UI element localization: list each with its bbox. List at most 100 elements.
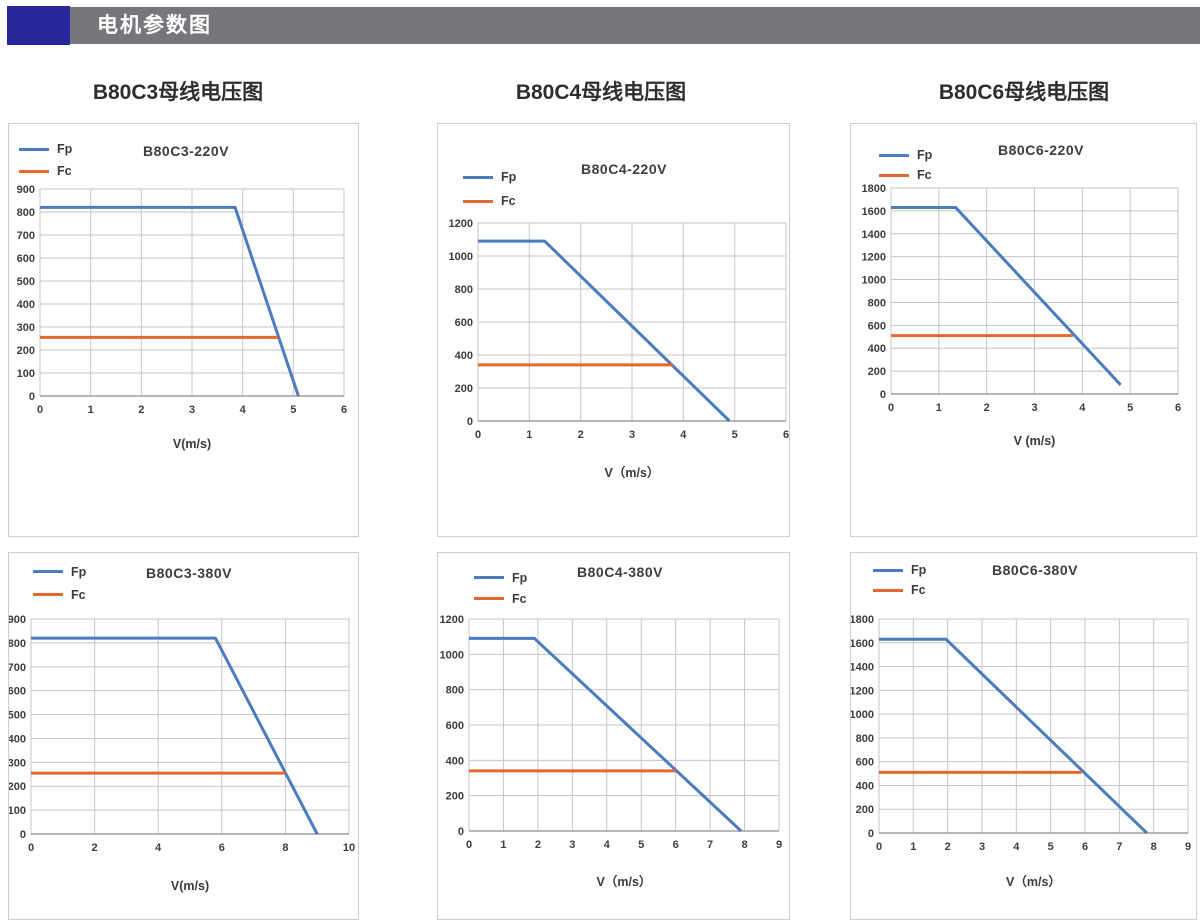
- svg-text:5: 5: [1127, 402, 1133, 414]
- svg-text:9: 9: [776, 839, 782, 851]
- chart-title: B80C6-220V: [998, 142, 1084, 158]
- svg-text:10: 10: [343, 842, 355, 854]
- svg-text:7: 7: [707, 839, 713, 851]
- legend-item-fc: Fc: [873, 580, 926, 600]
- legend-label-fc: Fc: [512, 591, 527, 606]
- chart-plot-b80c4-220v: 0 1 2 3 4 5 6 0 200 400 600 800 1000 1200: [449, 218, 789, 441]
- fc-line-swatch: [879, 173, 909, 177]
- svg-text:0: 0: [888, 402, 894, 414]
- chart-panel-b80c4-220v: 0 1 2 3 4 5 6 0 200 400 600 800 1000 1200 Fp Fc B80C4…: [437, 123, 790, 537]
- column-title-b80c6: B80C6母线电压图: [938, 81, 1110, 104]
- legend-item-fp: Fp: [474, 567, 527, 588]
- svg-text:300: 300: [17, 322, 35, 334]
- legend-item-fc: Fc: [19, 160, 72, 182]
- fc-line-swatch: [873, 588, 903, 592]
- legend-item-fc: Fc: [33, 583, 86, 606]
- fp-line-swatch: [33, 570, 63, 573]
- chart-title: B80C4-220V: [581, 161, 667, 177]
- svg-text:400: 400: [868, 343, 886, 355]
- svg-text:1: 1: [910, 841, 916, 853]
- svg-text:800: 800: [868, 297, 886, 309]
- svg-text:200: 200: [446, 791, 464, 803]
- chart-legend: Fp Fc: [879, 145, 932, 185]
- svg-text:100: 100: [9, 805, 26, 817]
- svg-text:5: 5: [638, 839, 644, 851]
- svg-text:400: 400: [856, 780, 874, 792]
- chart-panel-b80c3-380v: 0 2 4 6 8 10 0 100 200 300 400 500 600 700 800 900 Fp F…: [8, 552, 359, 920]
- chart-title: B80C3-220V: [143, 143, 229, 159]
- svg-text:1: 1: [500, 839, 506, 851]
- svg-text:900: 900: [9, 614, 26, 626]
- legend-label-fp: Fp: [71, 564, 87, 579]
- legend-item-fp: Fp: [19, 138, 72, 160]
- svg-text:1: 1: [526, 429, 532, 441]
- svg-text:2: 2: [92, 842, 98, 854]
- x-axis-label: V (m/s): [1013, 434, 1056, 448]
- legend-item-fp: Fp: [879, 145, 932, 165]
- svg-text:0: 0: [880, 389, 886, 401]
- svg-text:500: 500: [17, 276, 35, 288]
- svg-text:4: 4: [1013, 841, 1020, 853]
- svg-text:800: 800: [455, 284, 473, 296]
- svg-text:400: 400: [9, 733, 26, 745]
- svg-text:0: 0: [876, 841, 882, 853]
- svg-text:3: 3: [629, 429, 635, 441]
- svg-text:0: 0: [28, 842, 34, 854]
- x-axis-label: V(m/s): [170, 879, 210, 893]
- svg-text:200: 200: [17, 345, 35, 357]
- x-axis-label: V（m/s）: [596, 875, 652, 889]
- svg-text:4: 4: [604, 839, 611, 851]
- svg-text:600: 600: [455, 317, 473, 329]
- svg-text:1400: 1400: [862, 229, 886, 241]
- svg-text:0: 0: [466, 839, 472, 851]
- chart-panel-b80c6-220v: 0 1 2 3 4 5 6 0 200 400 600 800 1000 1200 1400 1600 1800…: [850, 123, 1197, 537]
- svg-text:400: 400: [17, 299, 35, 311]
- svg-text:1400: 1400: [851, 662, 874, 674]
- svg-text:700: 700: [9, 662, 26, 674]
- fp-line-swatch: [19, 147, 49, 151]
- svg-text:300: 300: [9, 757, 26, 769]
- svg-text:800: 800: [856, 733, 874, 745]
- fc-line-swatch: [463, 199, 493, 203]
- legend-item-fc: Fc: [474, 588, 527, 609]
- svg-text:3: 3: [569, 839, 575, 851]
- svg-text:3: 3: [979, 841, 985, 853]
- fp-line-swatch: [474, 576, 504, 579]
- svg-text:4: 4: [155, 842, 162, 854]
- svg-text:4: 4: [680, 429, 687, 441]
- svg-text:0: 0: [20, 829, 26, 841]
- svg-text:800: 800: [446, 685, 464, 697]
- header-accent-block: [7, 6, 70, 45]
- chart-title: B80C4-380V: [577, 564, 663, 580]
- svg-text:6: 6: [219, 842, 225, 854]
- section-header-title: 电机参数图: [97, 14, 212, 37]
- chart-legend: Fp Fc: [474, 567, 527, 609]
- fp-line-swatch: [879, 153, 909, 157]
- svg-text:1000: 1000: [449, 251, 473, 263]
- fp-line-swatch: [873, 568, 903, 572]
- svg-text:5: 5: [290, 404, 296, 416]
- fc-line-swatch: [19, 169, 49, 173]
- legend-item-fp: Fp: [33, 560, 86, 583]
- svg-text:1000: 1000: [440, 649, 464, 661]
- svg-text:1: 1: [88, 404, 94, 416]
- svg-text:200: 200: [455, 383, 473, 395]
- svg-text:8: 8: [282, 842, 288, 854]
- svg-text:600: 600: [868, 320, 886, 332]
- svg-text:600: 600: [446, 720, 464, 732]
- svg-text:400: 400: [455, 350, 473, 362]
- legend-label-fc: Fc: [501, 194, 516, 208]
- svg-text:1200: 1200: [449, 218, 473, 230]
- svg-text:6: 6: [783, 429, 789, 441]
- x-axis-label: V(m/s): [172, 437, 212, 451]
- svg-text:0: 0: [37, 404, 43, 416]
- svg-text:4: 4: [1079, 402, 1086, 414]
- svg-text:0: 0: [467, 416, 473, 428]
- chart-panel-b80c4-380v: 0 1 2 3 4 5 6 7 8 9 0 200 400 600 800 1000 1200 Fp Fc B8…: [437, 552, 790, 920]
- svg-text:900: 900: [17, 184, 35, 196]
- svg-text:2: 2: [945, 841, 951, 853]
- svg-text:6: 6: [673, 839, 679, 851]
- column-title-b80c4: B80C4母线电压图: [515, 81, 687, 104]
- chart-plot-b80c4-380v: 0 1 2 3 4 5 6 7 8 9 0 200 400 600 800 1000 1200: [440, 614, 783, 851]
